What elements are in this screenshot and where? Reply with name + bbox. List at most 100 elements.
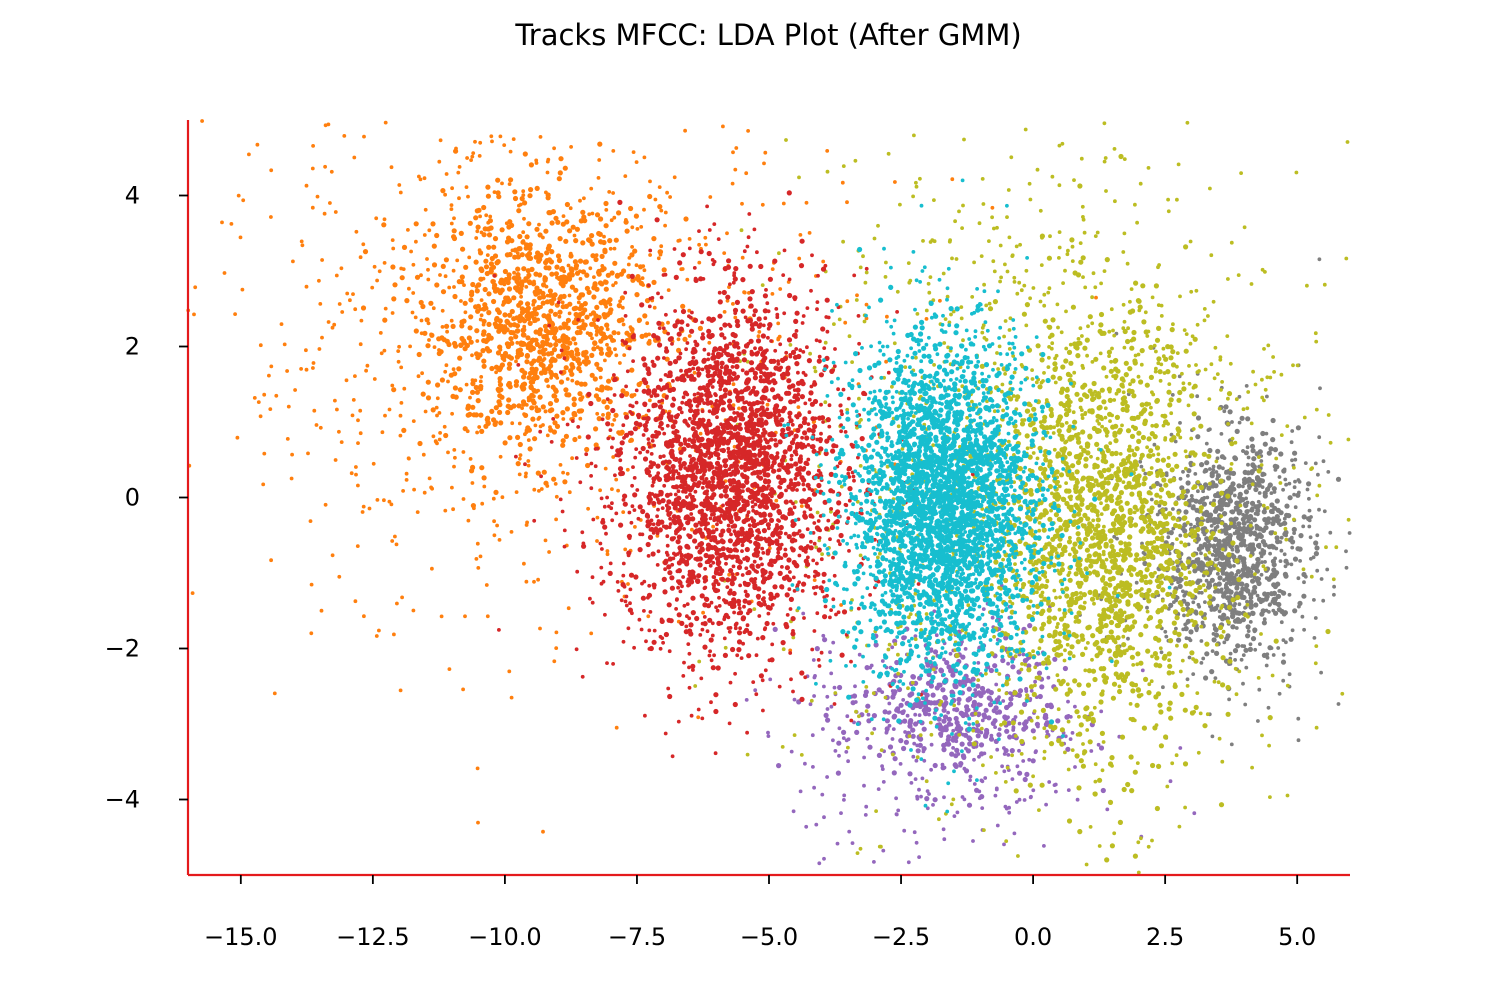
scatter-point — [612, 215, 617, 220]
scatter-point — [1219, 490, 1225, 496]
scatter-point — [571, 401, 577, 408]
scatter-point — [1174, 463, 1180, 469]
scatter-point — [1230, 540, 1236, 546]
scatter-point — [711, 524, 715, 529]
scatter-point — [538, 305, 543, 309]
scatter-point — [912, 741, 917, 746]
scatter-point — [506, 224, 512, 230]
scatter-point — [1201, 583, 1206, 588]
scatter-point — [992, 269, 997, 274]
scatter-point — [483, 423, 489, 429]
scatter-point — [449, 318, 454, 323]
scatter-point — [1106, 648, 1112, 654]
scatter-point — [1083, 456, 1089, 462]
scatter-point — [1099, 281, 1103, 286]
scatter-point — [1234, 397, 1239, 402]
scatter-point — [474, 389, 480, 395]
scatter-point — [444, 323, 450, 329]
scatter-point — [1325, 567, 1330, 572]
scatter-point — [635, 227, 640, 231]
scatter-point — [1037, 646, 1042, 651]
scatter-point — [592, 281, 598, 287]
scatter-point — [633, 525, 637, 529]
scatter-point — [522, 370, 528, 376]
scatter-point — [360, 305, 367, 311]
scatter-point — [1150, 295, 1155, 300]
scatter-point — [1012, 831, 1017, 836]
scatter-point — [914, 180, 918, 185]
scatter-point — [906, 860, 911, 865]
scatter-point — [1140, 434, 1146, 441]
scatter-point — [458, 342, 464, 348]
scatter-point — [1226, 277, 1230, 281]
scatter-point — [510, 421, 515, 426]
scatter-point — [558, 379, 565, 385]
scatter-point — [1160, 598, 1165, 603]
scatter-point — [1156, 265, 1160, 270]
scatter-point — [1245, 599, 1249, 604]
scatter-point — [389, 502, 394, 507]
scatter-point — [707, 340, 712, 345]
scatter-point — [1010, 753, 1014, 758]
scatter-point — [1241, 520, 1247, 526]
scatter-point — [744, 698, 749, 702]
scatter-point — [991, 259, 996, 264]
scatter-point — [1000, 764, 1004, 769]
scatter-point — [910, 680, 915, 685]
scatter-point — [693, 684, 698, 688]
scatter-point — [727, 572, 731, 577]
scatter-point — [1293, 457, 1298, 462]
scatter-point — [598, 300, 604, 306]
scatter-point — [558, 280, 564, 286]
scatter-point — [1211, 467, 1216, 472]
scatter-point — [589, 352, 595, 358]
scatter-point — [1246, 455, 1251, 460]
scatter-point — [532, 579, 536, 584]
scatter-point — [422, 176, 427, 181]
scatter-point — [1235, 569, 1241, 575]
scatter-point — [1032, 709, 1037, 714]
scatter-point — [497, 538, 502, 542]
scatter-point — [399, 365, 404, 370]
scatter-point — [1230, 420, 1234, 424]
scatter-point — [517, 233, 523, 240]
scatter-point — [522, 401, 527, 406]
scatter-point — [1272, 447, 1278, 453]
scatter-point — [507, 251, 513, 258]
scatter-point — [518, 300, 524, 306]
scatter-point — [562, 165, 568, 171]
scatter-point — [770, 267, 775, 271]
scatter-point — [1271, 562, 1277, 568]
scatter-point — [570, 224, 576, 230]
scatter-point — [651, 236, 657, 242]
scatter-point — [1222, 640, 1227, 645]
scatter-point — [1101, 740, 1106, 744]
scatter-point — [518, 453, 523, 457]
scatter-point — [507, 219, 513, 225]
scatter-point — [1080, 429, 1086, 435]
scatter-point — [914, 184, 919, 189]
scatter-point — [597, 231, 603, 237]
scatter-point — [548, 358, 554, 364]
scatter-point — [817, 861, 822, 866]
scatter-point — [990, 615, 995, 620]
scatter-point — [1279, 535, 1284, 540]
scatter-point — [1214, 547, 1219, 552]
scatter-point — [905, 713, 910, 718]
scatter-point — [1236, 273, 1241, 277]
scatter-point — [563, 433, 570, 439]
scatter-point — [502, 312, 508, 318]
scatter-point — [527, 370, 534, 376]
scatter-point — [537, 415, 542, 420]
scatter-point — [333, 458, 338, 462]
scatter-point — [963, 768, 970, 774]
scatter-point — [1245, 470, 1251, 476]
scatter-point — [1239, 594, 1245, 600]
scatter-point — [863, 689, 869, 695]
scatter-point — [1057, 230, 1062, 235]
scatter-point — [596, 416, 602, 422]
scatter-point — [1283, 477, 1288, 482]
scatter-point — [440, 263, 446, 269]
scatter-point — [550, 384, 556, 390]
scatter-point — [537, 331, 543, 337]
